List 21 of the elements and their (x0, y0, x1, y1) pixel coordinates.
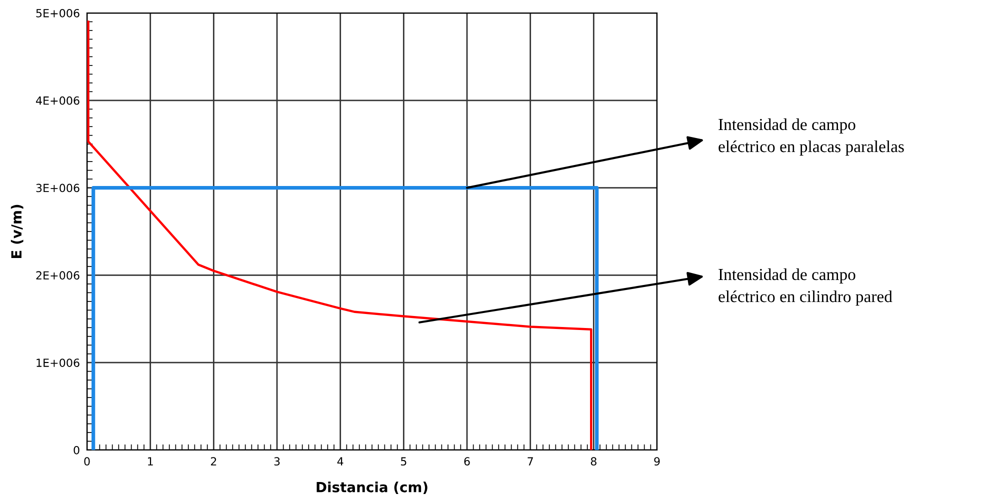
y-tick-label: 3E+006 (36, 184, 80, 192)
x-tick-label: 4 (337, 457, 344, 466)
line-series (87, 20, 592, 450)
x-tick-label: 1 (148, 457, 153, 466)
annotation: Intensidad de campo eléctrico en cilindro pared (718, 268, 892, 306)
x-tick-label: 7 (528, 457, 533, 466)
x-tick-label: 8 (590, 457, 596, 466)
x-axis-title: Distancia (cm) (316, 482, 428, 494)
y-tick-label: 0 (74, 446, 80, 454)
annotation: Intensidad de campo eléctrico en placas paralelas (718, 118, 904, 156)
x-tick-label: 3 (274, 457, 280, 466)
x-tick-label: 2 (210, 457, 216, 466)
x-tick-label: 0 (84, 457, 90, 466)
x-tick-label: 5 (400, 457, 406, 466)
y-axis-title: E (v/m) (10, 204, 24, 258)
x-tick-label: 9 (654, 457, 660, 466)
x-tick-label: 6 (464, 457, 470, 466)
y-tick-label: 2E+006 (36, 271, 80, 280)
y-tick-label: 5E+006 (36, 8, 80, 18)
y-tick-label: 4E+006 (36, 96, 80, 105)
y-tick-label: 1E+006 (36, 358, 80, 367)
